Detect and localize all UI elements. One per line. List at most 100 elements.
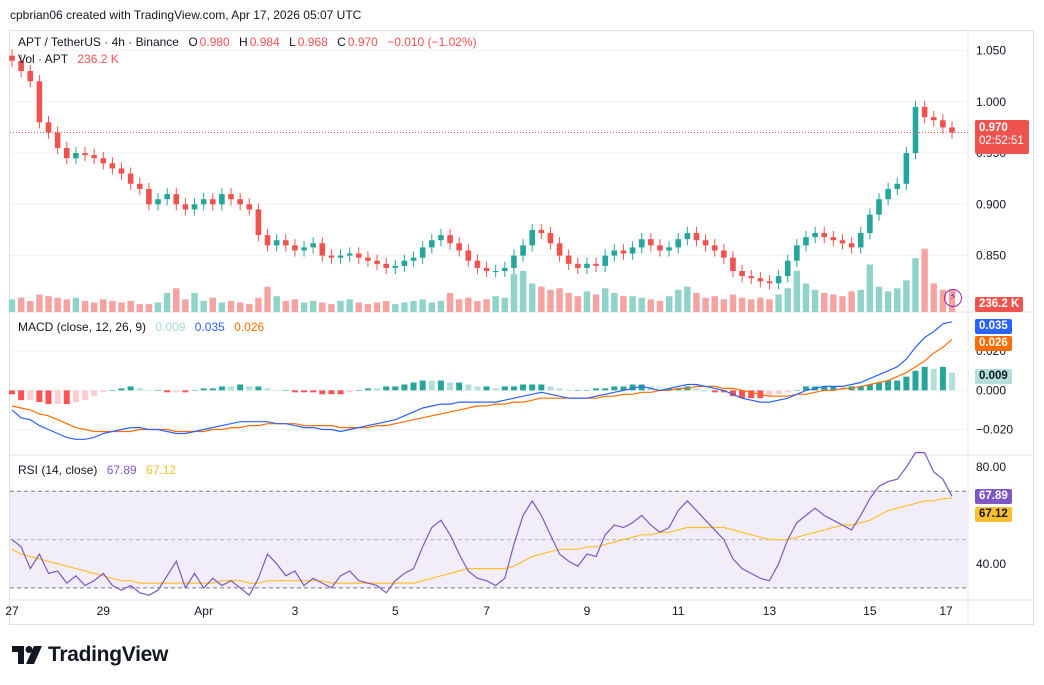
macd-histogram-bar (483, 386, 490, 391)
candle-body (465, 250, 472, 261)
candle-body (228, 194, 234, 200)
candle-body (273, 240, 280, 246)
volume-bar (27, 300, 34, 312)
chart-frame (9, 30, 1034, 625)
candle-body (164, 194, 170, 200)
volume-bar (811, 289, 819, 312)
symbol-label[interactable]: APT / TetherUS · 4h · Binance (18, 35, 179, 49)
candle-body (529, 229, 535, 246)
candle-body (36, 81, 43, 123)
volume-bar (382, 300, 390, 312)
high-value: 0.984 (249, 35, 280, 49)
macd-histogram-bar (666, 388, 673, 391)
volume-bar (45, 296, 52, 312)
tradingview-logo-text: TradingView (48, 643, 169, 666)
macd-histogram-bar (830, 386, 837, 391)
macd-histogram-bar (127, 386, 134, 391)
macd-pane (9, 321, 955, 440)
macd-legend-hist: 0.009 (155, 320, 186, 334)
macd-histogram-bar (109, 390, 116, 391)
macd-histogram-bar (428, 380, 435, 391)
candle-body (301, 247, 307, 251)
macd-histogram-bar (556, 388, 563, 391)
macd-histogram-bar (18, 390, 25, 401)
macd-histogram-bar (355, 390, 362, 391)
macd-histogram-bar (702, 390, 709, 391)
rsi-legend-label[interactable]: RSI (14, close) (18, 463, 98, 477)
macd-histogram-bar (538, 384, 545, 391)
volume-bar (574, 296, 582, 312)
volume-bar (373, 302, 381, 312)
volume-bar (154, 302, 162, 312)
volume-bar (209, 297, 216, 312)
volume-bar (884, 291, 892, 312)
volume-legend-label[interactable]: Vol · APT (18, 52, 69, 66)
candle-body (191, 204, 198, 210)
volume-bar (455, 299, 463, 312)
volume-bar (100, 299, 107, 312)
macd-legend-macd: 0.035 (194, 320, 225, 334)
volume-bar (392, 304, 399, 312)
volume-bar (81, 300, 89, 312)
candle-body (565, 255, 572, 264)
volume-bar (337, 300, 344, 312)
macd-legend: MACD (close, 12, 26, 9) 0.009 0.035 0.02… (18, 320, 266, 334)
volume-bar (163, 293, 171, 312)
high-label: H (239, 35, 248, 49)
macd-legend-signal: 0.026 (234, 320, 265, 334)
candle-body (91, 155, 97, 159)
volume-bar (401, 302, 408, 312)
volume-bar (665, 296, 673, 312)
candle-body (483, 267, 490, 271)
open-label: O (188, 35, 198, 49)
macd-histogram-bar (729, 390, 736, 397)
macd-histogram-bar (36, 390, 43, 403)
volume-bar (857, 289, 864, 312)
volume-bar (939, 289, 947, 312)
candle-body (328, 255, 335, 258)
volume-bar (492, 296, 499, 312)
macd-histogram-bar (118, 388, 125, 391)
candle-body (584, 263, 590, 268)
candle-body (821, 233, 828, 238)
candle-body (848, 243, 855, 248)
volume-bar (63, 299, 70, 312)
close-label: C (337, 35, 346, 49)
volume-bar (556, 288, 563, 312)
macd-legend-label[interactable]: MACD (close, 12, 26, 9) (18, 320, 147, 334)
volume-bar (866, 264, 874, 312)
volume-bar (611, 293, 618, 312)
macd-histogram-bar (620, 386, 627, 391)
price-tick-label: 0.900 (976, 197, 1006, 211)
volume-bar (437, 300, 445, 312)
macd-histogram-bar (739, 390, 746, 399)
candle-body (629, 247, 636, 254)
volume-bar (218, 302, 226, 312)
candle-body (374, 260, 380, 264)
time-tick-label: 27 (5, 604, 19, 618)
lightning-icon[interactable]: ⚡ (944, 289, 962, 307)
candle-body (182, 204, 189, 210)
rsi-line (11, 452, 953, 597)
macd-histogram-bar (492, 388, 499, 391)
candle-body (575, 263, 581, 268)
rsi-legend: RSI (14, close) 67.89 67.12 (18, 463, 178, 477)
macd-histogram-bar (474, 386, 481, 391)
time-tick-label: 15 (863, 604, 877, 618)
candle-body (146, 188, 152, 205)
volume-bar (255, 297, 262, 312)
macd-histogram-bar (246, 386, 253, 391)
macd-histogram-bar (675, 388, 682, 391)
volume-bar (364, 304, 372, 312)
volume-bar (784, 288, 791, 312)
volume-bar (319, 302, 326, 312)
candle-body (209, 199, 216, 205)
candle-body (867, 214, 873, 234)
candle-body (593, 263, 599, 266)
macd-signal-line (11, 338, 953, 433)
candle-body (355, 253, 362, 258)
volume-bar (282, 300, 289, 312)
macd-histogram-bar (629, 384, 636, 391)
rsi-legend-rsi: 67.89 (106, 463, 137, 477)
